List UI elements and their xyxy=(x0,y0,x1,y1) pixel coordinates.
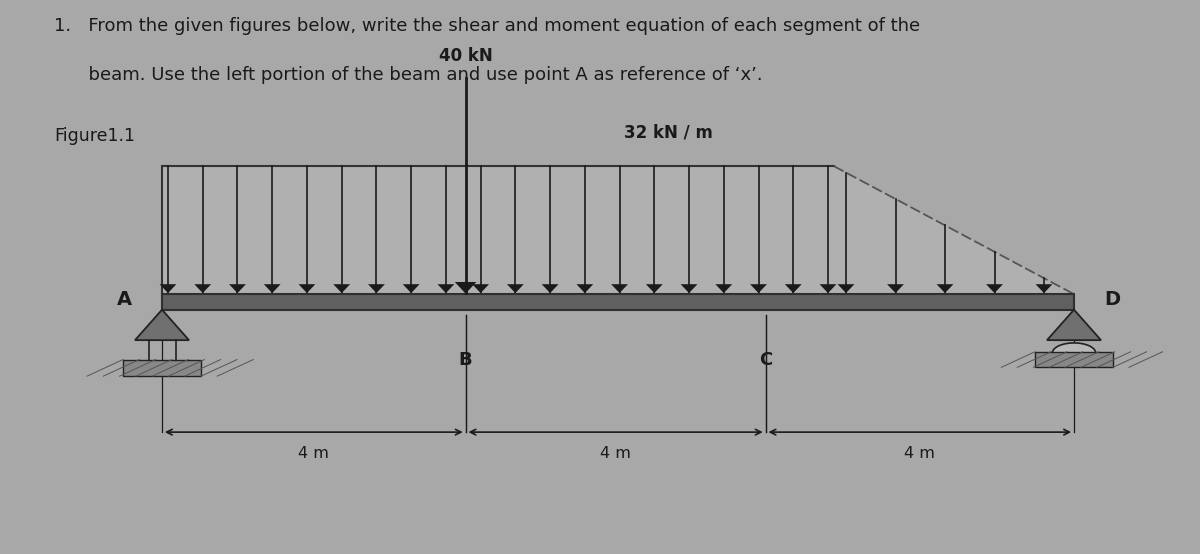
Text: 4 m: 4 m xyxy=(600,446,631,461)
Polygon shape xyxy=(455,282,476,294)
Polygon shape xyxy=(576,284,593,293)
Text: 1.   From the given figures below, write the shear and moment equation of each s: 1. From the given figures below, write t… xyxy=(54,17,920,34)
Polygon shape xyxy=(368,284,385,293)
Text: Figure1.1: Figure1.1 xyxy=(54,127,134,145)
Polygon shape xyxy=(229,284,246,293)
Polygon shape xyxy=(403,284,420,293)
Polygon shape xyxy=(136,310,190,340)
Polygon shape xyxy=(715,284,732,293)
Polygon shape xyxy=(438,284,455,293)
Text: 40 kN: 40 kN xyxy=(439,48,492,65)
Text: 32 kN / m: 32 kN / m xyxy=(624,124,713,141)
Polygon shape xyxy=(162,166,834,294)
Circle shape xyxy=(1052,343,1096,363)
Polygon shape xyxy=(506,284,523,293)
Text: A: A xyxy=(116,290,132,309)
Text: 4 m: 4 m xyxy=(905,446,935,461)
Bar xyxy=(1034,352,1114,367)
Text: B: B xyxy=(458,351,473,369)
Polygon shape xyxy=(541,284,558,293)
Polygon shape xyxy=(785,284,802,293)
Polygon shape xyxy=(820,284,836,293)
Text: D: D xyxy=(1104,290,1120,309)
Polygon shape xyxy=(334,284,350,293)
Bar xyxy=(162,294,1074,310)
Polygon shape xyxy=(264,284,281,293)
Polygon shape xyxy=(750,284,767,293)
Bar xyxy=(124,360,202,376)
Text: beam. Use the left portion of the beam and use point A as reference of ‘x’.: beam. Use the left portion of the beam a… xyxy=(54,66,763,84)
Polygon shape xyxy=(473,284,490,293)
Polygon shape xyxy=(1036,284,1052,293)
Polygon shape xyxy=(1046,310,1102,340)
Text: 4 m: 4 m xyxy=(299,446,329,461)
Polygon shape xyxy=(838,284,854,293)
Polygon shape xyxy=(194,284,211,293)
Polygon shape xyxy=(646,284,662,293)
Polygon shape xyxy=(299,284,316,293)
Polygon shape xyxy=(936,284,953,293)
Polygon shape xyxy=(887,284,904,293)
Polygon shape xyxy=(986,284,1003,293)
Polygon shape xyxy=(680,284,697,293)
Text: C: C xyxy=(758,351,773,369)
Polygon shape xyxy=(611,284,628,293)
Polygon shape xyxy=(160,284,176,293)
Polygon shape xyxy=(834,166,1074,294)
